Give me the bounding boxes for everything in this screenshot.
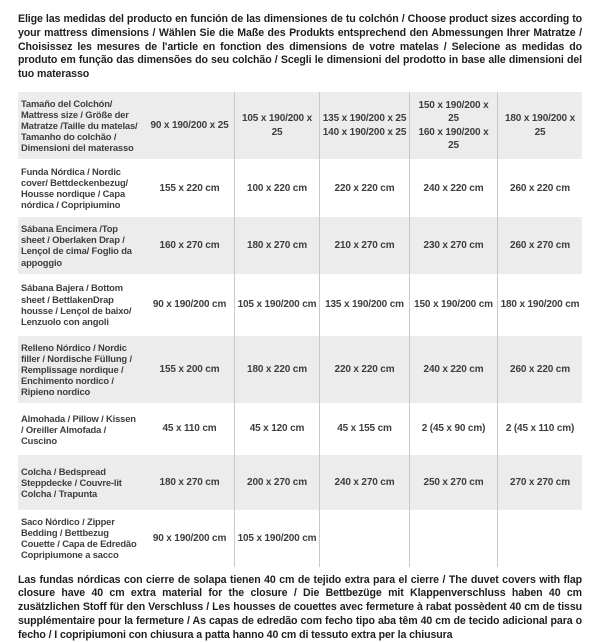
size-cell: 230 x 270 cm — [409, 217, 497, 274]
size-cell: 220 x 220 cm — [319, 159, 409, 218]
size-cell: 180 x 270 cm — [159, 476, 220, 488]
table-row-nordic-filler: Relleno Nórdico / Nordic filler / Nordis… — [18, 335, 582, 404]
size-cell: 180 x 270 cm — [234, 217, 319, 274]
size-cell: 160 x 270 cm — [159, 239, 220, 251]
size-cell — [497, 510, 582, 567]
size-cell: 2 (45 x 110 cm) — [497, 403, 582, 456]
row-label: Sábana Bajera / Bottom sheet / Bettlaken… — [21, 282, 132, 327]
row-label: Saco Nórdico / Zipper Bedding / Bettbezu… — [21, 516, 137, 561]
size-cell: 45 x 110 cm — [162, 423, 217, 435]
size-cell: 90 x 190/200 cm — [152, 532, 227, 544]
intro-text: Elige las medidas del producto en funció… — [18, 13, 582, 81]
size-cell: 260 x 220 cm — [497, 335, 582, 404]
size-cell: 270 x 270 cm — [497, 455, 582, 511]
size-cell: 260 x 270 cm — [497, 217, 582, 274]
table-row-zipper-bedding: Saco Nórdico / Zipper Bedding / Bettbezu… — [18, 510, 582, 567]
table-row-top-sheet: Sábana Encimera /Top sheet / Oberlaken D… — [18, 217, 582, 274]
size-cell: 45 x 120 cm — [234, 403, 319, 456]
size-cell: 105 x 190/200 cm — [234, 273, 319, 336]
row-label: Relleno Nórdico / Nordic filler / Nordis… — [21, 341, 132, 398]
size-cell: 100 x 220 cm — [234, 159, 319, 218]
row-label: Tamaño del Colchón/ Mattress size / Größ… — [21, 97, 138, 154]
size-cell: 210 x 270 cm — [319, 217, 409, 274]
size-cell: 180 x 190/200 cm — [497, 273, 582, 336]
size-cell: 90 x 190/200 cm — [152, 298, 227, 310]
row-label: Sábana Encimera /Top sheet / Oberlaken D… — [21, 223, 132, 268]
size-cell: 150 x 190/200 x 25 160 x 190/200 x 25 — [409, 91, 497, 160]
size-cell: 135 x 190/200 cm — [319, 273, 409, 336]
size-cell: 220 x 220 cm — [319, 335, 409, 404]
size-cell: 180 x 190/200 x 25 — [497, 91, 582, 160]
size-guide-page: Elige las medidas del producto en funció… — [18, 13, 582, 641]
size-cell: 150 x 190/200 cm — [409, 273, 497, 336]
size-cell: 105 x 190/200 cm — [234, 510, 319, 567]
row-label: Colcha / Bedspread Steppdecke / Couvre-l… — [21, 466, 122, 500]
table-row-pillow: Almohada / Pillow / Kissen / Oreiller Al… — [18, 403, 582, 456]
size-cell: 260 x 220 cm — [497, 159, 582, 218]
size-cell: 2 (45 x 90 cm) — [409, 403, 497, 456]
size-cell: 105 x 190/200 x 25 — [234, 91, 319, 160]
footnote-text: Las fundas nórdicas con cierre de solapa… — [18, 573, 582, 641]
size-cell: 200 x 270 cm — [234, 455, 319, 511]
table-row-bedspread: Colcha / Bedspread Steppdecke / Couvre-l… — [18, 455, 582, 511]
size-cell: 45 x 155 cm — [319, 403, 409, 456]
size-cell: 180 x 220 cm — [234, 335, 319, 404]
size-cell: 135 x 190/200 x 25 140 x 190/200 x 25 — [319, 91, 409, 160]
row-label: Funda Nórdica / Nordic cover/ Bettdecken… — [21, 166, 128, 211]
size-cell: 240 x 220 cm — [409, 159, 497, 218]
size-cell: 90 x 190/200 x 25 — [150, 119, 229, 131]
table-row-mattress-size: Tamaño del Colchón/ Mattress size / Größ… — [18, 91, 582, 160]
size-cell: 250 x 270 cm — [409, 455, 497, 511]
table-row-nordic-cover: Funda Nórdica / Nordic cover/ Bettdecken… — [18, 159, 582, 218]
size-cell: 240 x 270 cm — [319, 455, 409, 511]
size-cell: 240 x 220 cm — [409, 335, 497, 404]
size-cell — [409, 510, 497, 567]
size-table: Tamaño del Colchón/ Mattress size / Größ… — [18, 91, 582, 567]
row-label: Almohada / Pillow / Kissen / Oreiller Al… — [21, 412, 136, 446]
table-row-bottom-sheet: Sábana Bajera / Bottom sheet / Bettlaken… — [18, 273, 582, 336]
size-cell: 155 x 220 cm — [159, 182, 220, 194]
size-cell — [319, 510, 409, 567]
size-cell: 155 x 200 cm — [159, 363, 220, 375]
